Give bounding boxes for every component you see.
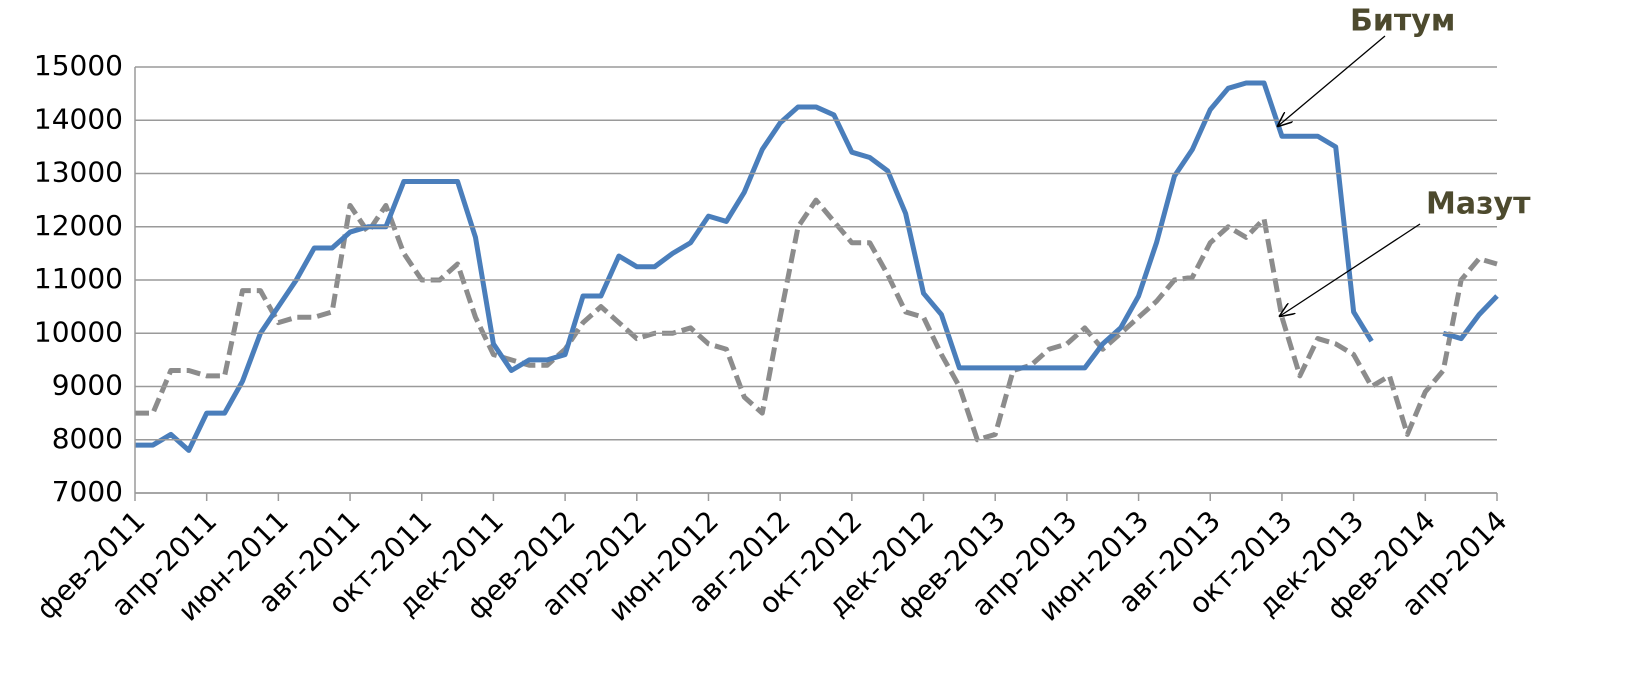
y-tick-label: 8000	[52, 422, 123, 455]
y-tick-label: 15000	[34, 49, 123, 82]
y-tick-label: 7000	[52, 475, 123, 508]
y-tick-label: 14000	[34, 102, 123, 135]
annotation: Битум	[1350, 4, 1455, 39]
y-tick-label: 10000	[34, 315, 123, 348]
y-tick-label: 13000	[34, 156, 123, 189]
series-line	[135, 80, 1374, 453]
series-line	[1442, 294, 1499, 342]
y-tick-label: 11000	[34, 262, 123, 295]
y-tick-label: 12000	[34, 209, 123, 242]
annotation: Мазут	[1426, 187, 1531, 222]
series-line	[135, 197, 1498, 443]
arrow	[1278, 35, 1386, 126]
arrow	[1280, 223, 1421, 316]
y-tick-label: 9000	[52, 369, 123, 402]
